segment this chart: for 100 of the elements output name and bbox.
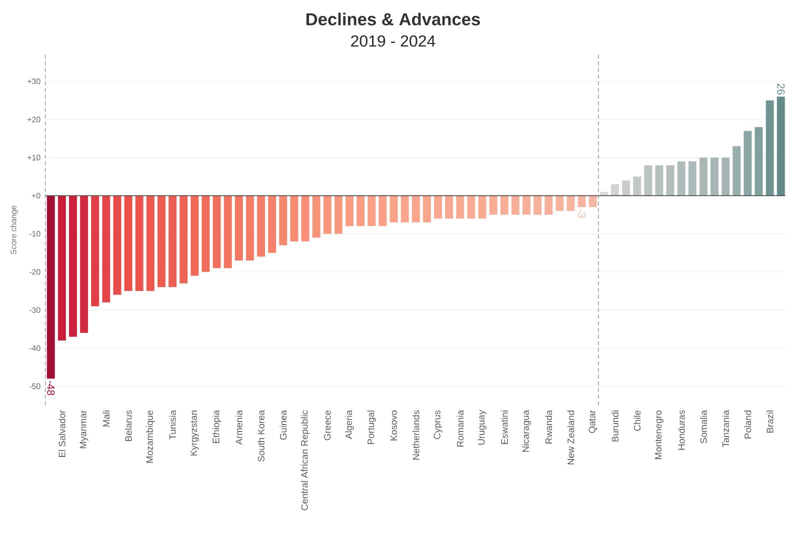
bar (113, 196, 122, 295)
x-tick-label: Netherlands (412, 410, 420, 460)
bar (611, 184, 619, 196)
bar (677, 161, 686, 196)
bar (378, 196, 387, 226)
x-tick-label: Eswatini (500, 410, 508, 444)
bar (699, 158, 708, 196)
x-tick-label: Romania (456, 410, 464, 447)
x-tick-label: New Zealand (567, 410, 574, 464)
x-tick-label: Rwanda (545, 410, 552, 444)
bar (124, 196, 132, 291)
bar (80, 196, 88, 333)
data-label: 26 (777, 84, 785, 95)
bar (180, 196, 188, 284)
x-tick-label: Burundi (612, 410, 618, 442)
x-tick-label: Armenia (235, 410, 242, 445)
bar (467, 196, 476, 219)
x-tick-label: Chile (634, 410, 641, 431)
x-tick-label: Tanzania (722, 410, 730, 448)
bar (346, 196, 354, 226)
x-tick-label: South Korea (258, 410, 264, 462)
bar (157, 196, 166, 288)
bar (478, 196, 486, 219)
y-tick-label: -10 (29, 230, 40, 237)
x-tick-label: Algeria (345, 410, 354, 440)
y-tick-label: -30 (29, 307, 40, 313)
bar (301, 196, 310, 242)
x-tick-label: Montenegro (655, 410, 664, 460)
bar (434, 196, 442, 219)
bar (655, 165, 664, 196)
x-tick-label: Belarus (124, 410, 132, 441)
bar (511, 196, 520, 215)
bar (212, 196, 221, 268)
bar (368, 196, 376, 226)
y-tick-label: +0 (32, 192, 40, 199)
x-tick-label: Myanmar (80, 410, 88, 448)
bar (644, 165, 652, 196)
data-label: -3 (578, 209, 586, 218)
bar (135, 196, 144, 291)
bar (290, 196, 298, 242)
bar (312, 196, 320, 238)
bar (190, 196, 199, 276)
bar (257, 196, 266, 257)
bar (390, 196, 398, 222)
bar (754, 127, 763, 196)
x-tick-label: Mali (102, 410, 110, 426)
bar (323, 196, 332, 234)
bar (279, 196, 288, 246)
x-tick-label: Kosovo (390, 410, 398, 440)
x-tick-label: Uruguay (478, 410, 486, 445)
bar (776, 96, 785, 196)
x-tick-label: Tunisia (169, 410, 176, 440)
chart-subtitle: 2019 - 2024 (351, 35, 436, 47)
bar (46, 196, 55, 379)
x-tick-label: Central African Republic (300, 410, 310, 510)
bar (688, 161, 696, 196)
x-tick-label: Guinea (280, 410, 287, 440)
bar (732, 146, 741, 196)
x-tick-label: Qatar (588, 410, 597, 433)
y-tick-label: -40 (29, 345, 40, 351)
bar (58, 196, 66, 341)
bar (600, 192, 608, 196)
y-tick-label: +20 (27, 116, 40, 122)
x-tick-label: Poland (744, 410, 752, 438)
x-tick-label: Cyprus (434, 410, 442, 440)
x-tick-label: Nicaragua (522, 410, 531, 452)
x-tick-label: Ethiopia (212, 410, 222, 443)
x-tick-label: Portugal (367, 410, 376, 444)
y-tick-label: +30 (27, 78, 40, 84)
bar (578, 196, 586, 208)
bar (268, 196, 276, 253)
x-tick-label: Greece (324, 410, 331, 440)
bar (633, 176, 642, 196)
x-tick-label: Brazil (766, 410, 774, 433)
y-axis-title: Score change (10, 206, 18, 254)
y-tick-label: -20 (29, 269, 40, 275)
bar (91, 196, 100, 306)
bar (766, 100, 774, 196)
bar (102, 196, 110, 302)
bar (412, 196, 420, 222)
bar (556, 196, 564, 211)
bar (202, 196, 210, 272)
bar (489, 196, 498, 215)
bar (334, 196, 342, 234)
bar (356, 196, 365, 226)
bar (710, 158, 719, 196)
x-tick-label: El Salvador (58, 410, 66, 457)
bar (168, 196, 177, 288)
bar (400, 196, 409, 222)
x-tick-label: Mozambique (146, 410, 155, 463)
data-label: -48 (47, 380, 55, 396)
bar (544, 196, 553, 215)
bar (522, 196, 530, 215)
bar (246, 196, 254, 260)
x-tick-label: Honduras (678, 410, 685, 450)
x-tick-label: Somalia (700, 410, 707, 444)
y-tick-label: -50 (29, 383, 40, 390)
bar (445, 196, 454, 219)
bar (456, 196, 464, 219)
bar (234, 196, 243, 260)
